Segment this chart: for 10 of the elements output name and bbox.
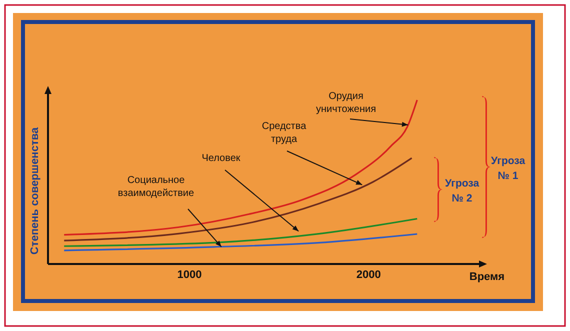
text: Угроза № 1 [490,155,526,182]
x-tick-label: 2000 [356,268,381,281]
x-tick-label: 1000 [177,268,202,281]
annotation: Средства труда [262,121,307,145]
y-axis-title: Степень совершенства [29,126,41,255]
annotation: Орудия уничтожения [316,91,376,115]
annotation: Угроза № 2 [444,178,480,204]
annotation: Социальное взаимодействие [118,175,195,199]
x-axis-title: Время [469,271,505,283]
annotation: Человек [202,153,241,164]
